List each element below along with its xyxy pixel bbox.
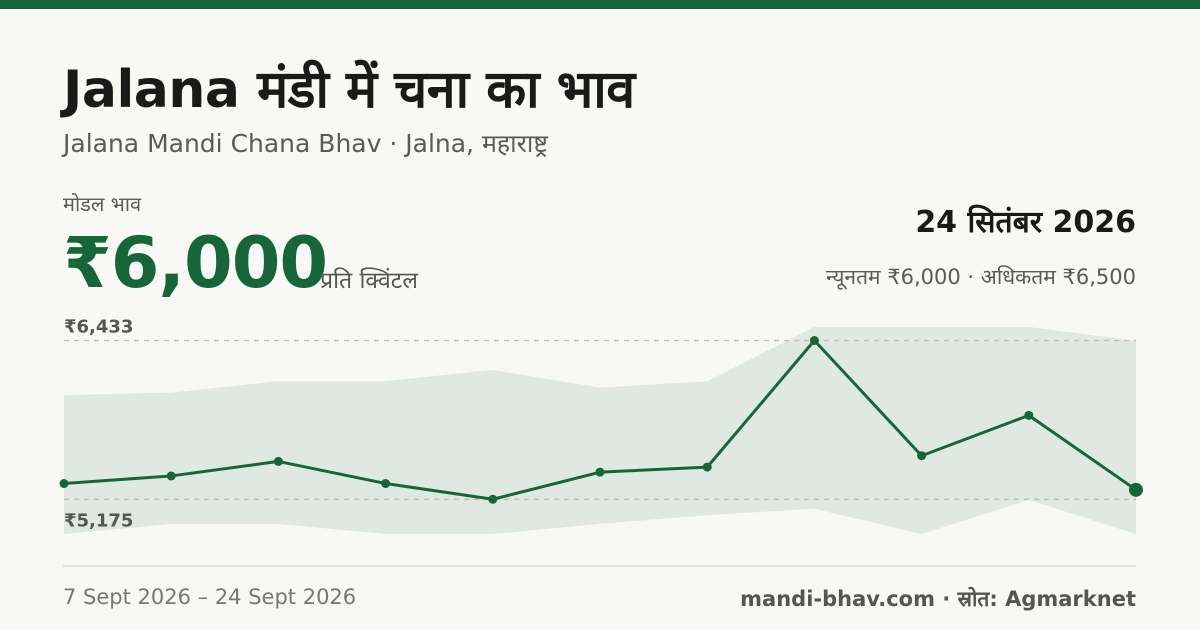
page-title: Jalana मंडी में चना का भाव bbox=[63, 60, 635, 120]
price-point bbox=[273, 456, 283, 466]
footer-divider bbox=[63, 565, 1136, 567]
page-subtitle: Jalana Mandi Chana Bhav · Jalna, महाराष्… bbox=[63, 129, 548, 158]
price-point bbox=[917, 451, 927, 461]
price-point bbox=[809, 336, 819, 346]
modal-price-label: मोडल भाव bbox=[63, 192, 142, 216]
price-point bbox=[702, 462, 712, 472]
price-point bbox=[59, 479, 69, 489]
price-unit: प्रति क्विंटल bbox=[320, 268, 418, 294]
modal-price-value: ₹6,000 bbox=[63, 222, 328, 304]
min-max-price: न्यूनतम ₹6,000 · अधिकतम ₹6,500 bbox=[826, 265, 1136, 289]
price-point bbox=[595, 467, 605, 477]
price-point bbox=[166, 471, 176, 481]
price-point bbox=[488, 494, 498, 504]
reference-line-label: ₹5,175 bbox=[64, 510, 133, 531]
source-credit: mandi-bhav.com · स्रोत: Agmarknet bbox=[740, 587, 1136, 611]
price-point bbox=[1024, 410, 1034, 420]
price-date: 24 सितंबर 2026 bbox=[915, 205, 1136, 240]
top-accent-bar bbox=[0, 0, 1200, 9]
price-point bbox=[381, 479, 391, 489]
latest-price-point bbox=[1129, 482, 1143, 497]
date-range: 7 Sept 2026 – 24 Sept 2026 bbox=[63, 585, 357, 609]
reference-line-label: ₹6,433 bbox=[64, 317, 133, 338]
min-max-band bbox=[64, 327, 1136, 534]
